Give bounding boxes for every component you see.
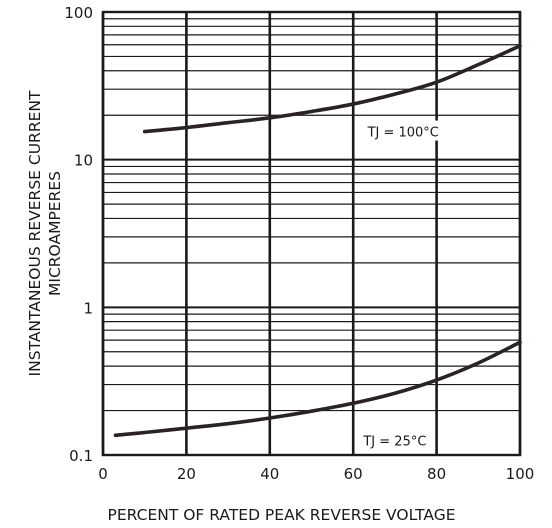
x-tick-label: 80 <box>427 465 446 483</box>
y-axis-label-line: MICROAMPERES <box>46 171 64 296</box>
annotation-layer: TJ = 100°C TJ = 25°C <box>354 120 444 450</box>
series-layer <box>113 44 522 438</box>
curve-label: TJ = 100°C <box>367 126 439 141</box>
x-tick-label: 40 <box>260 465 279 483</box>
x-tick-label: 60 <box>344 465 363 483</box>
plot-frame <box>101 10 522 457</box>
x-axis-label: PERCENT OF RATED PEAK REVERSE VOLTAGE <box>107 506 455 524</box>
tick-labels: 0 20 40 60 80 100 0.1 1 10 100 <box>64 4 534 483</box>
y-tick-label: 10 <box>74 152 93 170</box>
curve-label: TJ = 25°C <box>362 435 426 450</box>
y-tick-label: 1 <box>83 299 93 317</box>
series-line-tj-100c <box>142 44 522 134</box>
curve-label-background <box>363 120 444 141</box>
y-axis-label-line: INSTANTANEOUS REVERSE CURRENT <box>26 90 44 376</box>
y-tick-label: 100 <box>64 4 93 22</box>
plot-border <box>101 10 522 457</box>
series-line-tj-25c <box>113 340 522 438</box>
x-tick-label: 100 <box>506 465 535 483</box>
axis-labels: PERCENT OF RATED PEAK REVERSE VOLTAGE INS… <box>26 90 456 524</box>
grid <box>101 11 522 456</box>
x-tick-label: 0 <box>98 465 108 483</box>
x-tick-label: 20 <box>177 465 196 483</box>
y-tick-label: 0.1 <box>69 447 93 465</box>
curve-label-background <box>354 429 435 450</box>
